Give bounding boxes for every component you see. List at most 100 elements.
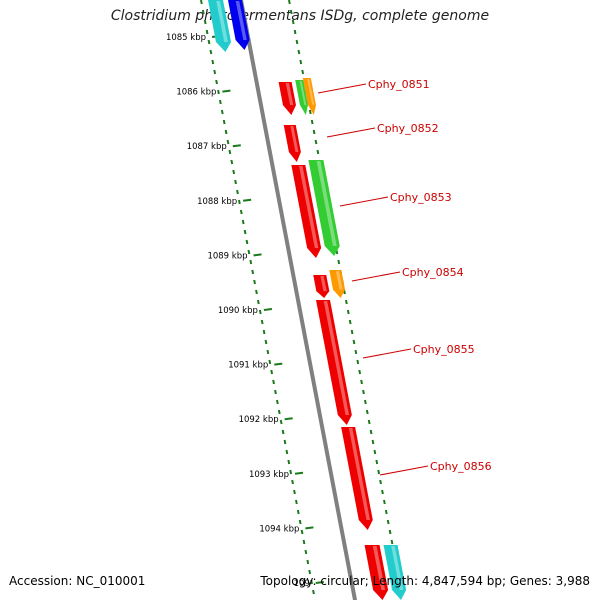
scale-tick (243, 198, 252, 202)
scale-dot-outer (245, 239, 249, 245)
gene-leader-line (362, 348, 412, 359)
scale-dot-outer (308, 569, 312, 575)
gene-label: Cphy_0853 (390, 191, 452, 204)
topology-text: Topology: circular; Length: 4,847,594 bp… (260, 574, 590, 588)
scale-dot-outer (241, 219, 245, 225)
scale-dot-outer (205, 29, 209, 35)
scale-tick-label: 1092 kbp (239, 415, 279, 425)
scale-dot-inner (293, 29, 297, 35)
scale-dot-inner (354, 349, 358, 355)
scale-dot-outer (257, 299, 260, 305)
scale-dot-inner (360, 379, 363, 385)
scale-dot-outer (268, 359, 272, 365)
scale-dot-inner (301, 69, 305, 75)
scale-dot-inner (337, 259, 341, 265)
gene-arrow-red (316, 300, 352, 425)
scale-dot-inner (291, 19, 295, 25)
gene-label: Cphy_0852 (377, 122, 439, 135)
gene-arrow-red (278, 82, 296, 115)
scale-dot-outer (264, 339, 268, 345)
scale-dot-outer (285, 449, 289, 455)
gene-arrow-cyan (383, 545, 407, 600)
scale-dot-outer (287, 459, 291, 465)
scale-dot-outer (258, 309, 262, 315)
scale-dot-outer (220, 109, 224, 115)
scale-dot-outer (295, 499, 298, 505)
scale-dot-outer (253, 279, 256, 285)
scale-dot-inner (348, 319, 352, 325)
gene-arrow-red (313, 275, 330, 298)
scale-dot-outer (291, 479, 294, 485)
scale-dot-outer (243, 229, 247, 235)
gene-label: Cphy_0855 (413, 343, 475, 356)
scale-tick (274, 362, 283, 366)
gene-label: Cphy_0854 (402, 266, 464, 279)
scale-dot-inner (365, 409, 369, 415)
scale-dot-inner (288, 0, 291, 5)
scale-dot-inner (297, 49, 301, 55)
gene-arrow-cyan (208, 0, 231, 52)
scale-tick (284, 417, 293, 421)
gene-leader-line (317, 83, 367, 94)
scale-dot-outer (215, 79, 218, 85)
gene-arrow-highlight (285, 83, 294, 106)
scale-dot-outer (283, 439, 287, 445)
gene-arrow-red (283, 125, 301, 162)
scale-tick-label: 109 (294, 579, 310, 589)
gene-arrow-highlight (372, 546, 386, 590)
scale-tick (232, 144, 241, 148)
scale-tick-label: 1088 kbp (197, 197, 237, 207)
scale-dot-outer (281, 429, 285, 435)
scale-dot-outer (224, 129, 228, 135)
scale-dot-inner (345, 299, 348, 305)
scale-dot-inner (352, 339, 356, 345)
scale-dot-inner (383, 499, 386, 505)
scale-dot-outer (238, 199, 241, 205)
scale-dot-inner (364, 399, 367, 405)
gene-label: Cphy_0856 (430, 460, 492, 473)
scale-tick-label: 1085 kbp (166, 33, 206, 43)
scale-dot-inner (381, 489, 384, 495)
scale-dot-outer (226, 139, 230, 145)
scale-dot-outer (230, 159, 234, 165)
scale-dot-outer (207, 39, 211, 45)
scale-dot-outer (217, 89, 220, 95)
chromosome-backbone (239, 0, 357, 600)
scale-tick (263, 308, 273, 311)
scale-dot-inner (346, 309, 350, 315)
scale-dot-outer (266, 349, 270, 355)
scale-dot-outer (293, 489, 296, 495)
scale-dot-outer (201, 9, 205, 15)
scale-dot-inner (367, 419, 371, 425)
scale-dot-outer (247, 249, 251, 255)
scale-dot-outer (260, 319, 264, 325)
scale-dot-inner (356, 359, 360, 365)
scale-dot-inner (375, 459, 379, 465)
scale-dot-outer (251, 269, 255, 275)
gene-arrow-highlight (216, 1, 228, 42)
scale-dot-outer (236, 189, 239, 195)
gene-arrow-red (291, 165, 322, 258)
gene-arrow-highlight (290, 126, 299, 152)
scale-dot-inner (308, 109, 312, 115)
scale-dot-outer (249, 259, 253, 265)
gene-arrow-highlight (299, 166, 319, 248)
scale-dot-inner (289, 9, 293, 15)
gene-arrow-orange (329, 270, 346, 298)
scale-dot-inner (350, 329, 354, 335)
scale-dot-inner (369, 429, 373, 435)
scale-dot-outer (277, 409, 281, 415)
scale-dot-outer (213, 69, 217, 75)
scale-tick (305, 526, 314, 530)
gene-arrow-orange (302, 78, 316, 115)
scale-tick-label: 1090 kbp (218, 306, 258, 316)
scale-dot-inner (312, 129, 316, 135)
gene-leader-line (379, 465, 429, 476)
scale-dot-outer (279, 419, 283, 425)
gene-arrow-highlight (348, 428, 370, 520)
gene-arrow-highlight (235, 1, 247, 40)
scale-dot-outer (255, 289, 258, 295)
gene-arrow-green (308, 160, 340, 256)
scale-dot-outer (211, 59, 215, 65)
scale-dot-inner (390, 539, 394, 545)
